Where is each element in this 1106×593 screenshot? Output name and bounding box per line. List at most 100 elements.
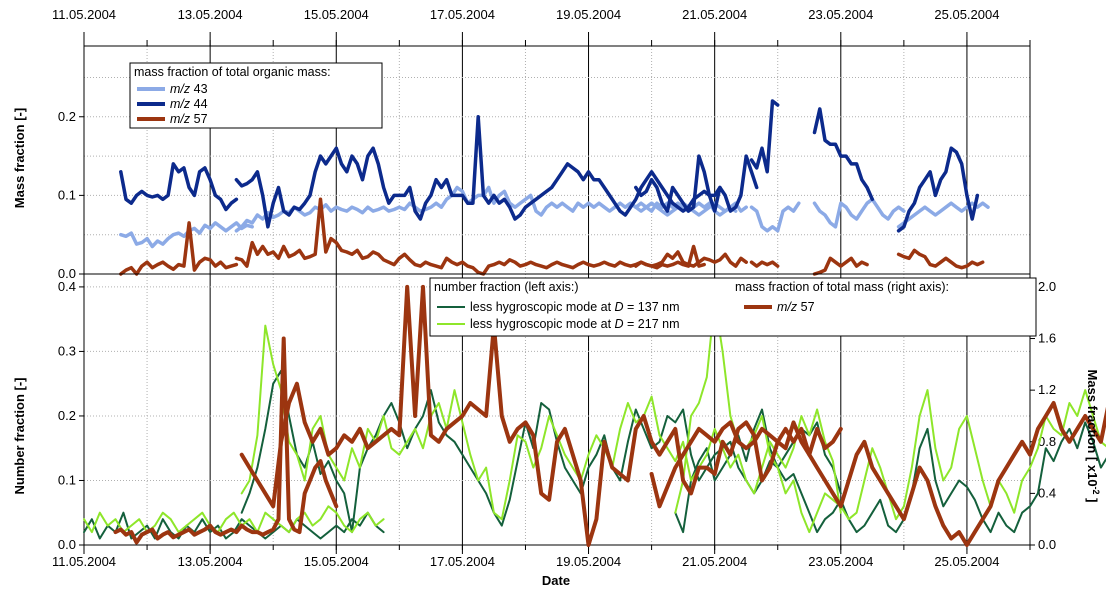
bottom-y2-axis-title-end: ] bbox=[1085, 495, 1100, 503]
top-x-tick-label: 19.05.2004 bbox=[556, 7, 621, 22]
bottom-x-ticks: 11.05.2004 13.05.2004 15.05.2004 17.05.2004… bbox=[52, 545, 1031, 569]
bottom-y-tick-label: 0.4 bbox=[58, 279, 76, 294]
top-series-1-segment-3 bbox=[749, 99, 780, 174]
bottom-legend-label-1-post: = 217 nm bbox=[624, 317, 680, 331]
bottom-legend-label-0-post: = 137 nm bbox=[624, 300, 680, 314]
bottom-y-tick-label: 0.3 bbox=[58, 343, 76, 358]
bottom-y-tick-label: 0.1 bbox=[58, 472, 76, 487]
bottom-series-1-segment-0 bbox=[83, 505, 385, 534]
bottom-y-axis-title: Number fraction [-] bbox=[12, 378, 27, 495]
bottom-y2-tick-label: 0.0 bbox=[1038, 537, 1056, 552]
top-x-tick-label: 11.05.2004 bbox=[52, 7, 116, 22]
bottom-x-tick-label: 17.05.2004 bbox=[430, 554, 495, 569]
bottom-legend-label-0-italic: D bbox=[615, 300, 624, 314]
top-series-0-segment-3 bbox=[749, 201, 801, 233]
top-legend-label-2: 57 bbox=[190, 112, 207, 126]
bottom-series-2-segment-0 bbox=[113, 336, 339, 545]
bottom-legend-entry-0: less hygroscopic mode at D = 137 nm bbox=[437, 300, 680, 314]
bottom-series-2-segment-1 bbox=[239, 284, 843, 547]
bottom-series bbox=[83, 284, 1106, 547]
top-legend-label-0-italic: m/z bbox=[170, 82, 191, 96]
bottom-legend-right-title: mass fraction of total mass (right axis)… bbox=[735, 280, 949, 294]
top-series-1-segment-2 bbox=[634, 154, 759, 213]
top-legend-label-1: 44 bbox=[190, 97, 207, 111]
top-series-1-segment-0 bbox=[119, 162, 239, 212]
top-x-tick-label: 17.05.2004 bbox=[430, 7, 495, 22]
top-x-tick-label: 23.05.2004 bbox=[808, 7, 873, 22]
bottom-series-1-segment-1 bbox=[240, 324, 842, 521]
top-x-tick-label: 21.05.2004 bbox=[682, 7, 747, 22]
bottom-series-0-segment-2 bbox=[674, 408, 1106, 534]
top-series-2-segment-3 bbox=[749, 260, 780, 268]
bottom-y-ticks: 0.0 0.1 0.2 0.3 0.4 bbox=[58, 279, 84, 552]
top-series-2-segment-2 bbox=[634, 250, 748, 268]
top-series-0-segment-5 bbox=[896, 201, 990, 229]
top-legend-label-2-italic: m/z bbox=[170, 112, 191, 126]
top-legend-box bbox=[129, 62, 383, 129]
top-series-2-segment-4 bbox=[812, 256, 869, 276]
bottom-y2-axis-title-main: Mass fraction [ x10 bbox=[1085, 369, 1100, 486]
top-series-1-segment-5 bbox=[896, 146, 980, 233]
bottom-legend-label-2-italic: m/z bbox=[777, 300, 798, 314]
svg-text:less hygroscopic mode at D = 1: less hygroscopic mode at D = 137 nm bbox=[470, 300, 680, 314]
top-x-tick-label: 13.05.2004 bbox=[178, 7, 243, 22]
bottom-legend-left-title: number fraction (left axis:) bbox=[434, 280, 579, 294]
bottom-legend-box bbox=[429, 277, 1037, 337]
bottom-y-tick-label: 0.2 bbox=[58, 408, 76, 423]
top-x-tick-label: 25.05.2004 bbox=[934, 7, 999, 22]
bottom-x-tick-label: 25.05.2004 bbox=[934, 554, 999, 569]
top-legend-entry-2: m/z 57 bbox=[137, 112, 208, 126]
svg-text:m/z 44: m/z 44 bbox=[170, 97, 208, 111]
bottom-x-tick-label: 13.05.2004 bbox=[178, 554, 243, 569]
bottom-x-tick-label: 11.05.2004 bbox=[52, 554, 116, 569]
bottom-series-2-segment-2 bbox=[649, 401, 1106, 547]
svg-text:m/z 43: m/z 43 bbox=[170, 82, 208, 96]
bottom-y2-tick-label: 0.4 bbox=[1038, 485, 1056, 500]
top-series-2-segment-5 bbox=[896, 248, 985, 270]
top-x-tick-label: 15.05.2004 bbox=[304, 7, 369, 22]
bottom-series-0-segment-1 bbox=[240, 369, 842, 534]
bottom-legend-label-2: 57 bbox=[797, 300, 814, 314]
top-series-1-segment-1 bbox=[234, 115, 722, 229]
bottom-legend-label-0-pre: less hygroscopic mode at bbox=[470, 300, 615, 314]
top-legend-label-1-italic: m/z bbox=[170, 97, 191, 111]
bottom-frame bbox=[83, 273, 1031, 546]
top-y-tick-label: 0.0 bbox=[58, 266, 76, 281]
top-y-ticks: 0.0 0.1 0.2 bbox=[58, 109, 84, 281]
top-y-axis-title: Mass fraction [-] bbox=[12, 108, 27, 208]
top-series bbox=[119, 99, 990, 276]
bottom-x-tick-label: 21.05.2004 bbox=[682, 554, 747, 569]
bottom-panel: 11.05.2004 13.05.2004 15.05.2004 17.05.2004… bbox=[12, 273, 1106, 588]
top-legend-entry-1: m/z 44 bbox=[137, 97, 208, 111]
bottom-legend-entry-1: less hygroscopic mode at D = 217 nm bbox=[437, 317, 680, 331]
bottom-y-tick-label: 0.0 bbox=[58, 537, 76, 552]
bottom-legend: number fraction (left axis:) mass fracti… bbox=[429, 277, 1037, 337]
top-x-ticks: 11.05.2004 13.05.2004 15.05.2004 17.05.2004… bbox=[52, 7, 1031, 46]
top-y-tick-label: 0.1 bbox=[58, 187, 76, 202]
x-axis-title: Date bbox=[542, 573, 570, 588]
top-legend-title: mass fraction of total organic mass: bbox=[134, 65, 331, 79]
bottom-y2-tick-label: 2.0 bbox=[1038, 279, 1056, 294]
bottom-y2-axis-title: Mass fraction [ x10-2 ] bbox=[1085, 369, 1101, 502]
top-series-2-segment-1 bbox=[234, 197, 706, 276]
top-legend-label-0: 43 bbox=[190, 82, 207, 96]
svg-text:m/z 57: m/z 57 bbox=[170, 112, 208, 126]
top-legend-entry-0: m/z 43 bbox=[137, 82, 208, 96]
bottom-y2-tick-label: 0.8 bbox=[1038, 434, 1056, 449]
top-panel: 11.05.2004 13.05.2004 15.05.2004 17.05.2004… bbox=[12, 7, 1031, 281]
bottom-y2-axis-title-exp: -2 bbox=[1091, 487, 1101, 495]
top-series-0-segment-4 bbox=[812, 197, 906, 229]
bottom-series-1-segment-2 bbox=[674, 298, 1106, 534]
svg-text:less hygroscopic mode at D = 2: less hygroscopic mode at D = 217 nm bbox=[470, 317, 680, 331]
bottom-y2-tick-label: 1.2 bbox=[1038, 382, 1056, 397]
top-series-1-segment-4 bbox=[812, 107, 875, 202]
bottom-legend-label-1-italic: D bbox=[615, 317, 624, 331]
bottom-y2-tick-label: 1.6 bbox=[1038, 331, 1056, 346]
bottom-x-tick-label: 15.05.2004 bbox=[304, 554, 369, 569]
bottom-y2-ticks: 0.0 0.4 0.8 1.2 1.6 2.0 bbox=[1030, 279, 1056, 552]
top-legend: mass fraction of total organic mass: m/z… bbox=[129, 62, 383, 129]
top-series-2-segment-0 bbox=[119, 221, 239, 276]
bottom-x-tick-label: 19.05.2004 bbox=[556, 554, 621, 569]
svg-text:m/z 57: m/z 57 bbox=[777, 300, 815, 314]
